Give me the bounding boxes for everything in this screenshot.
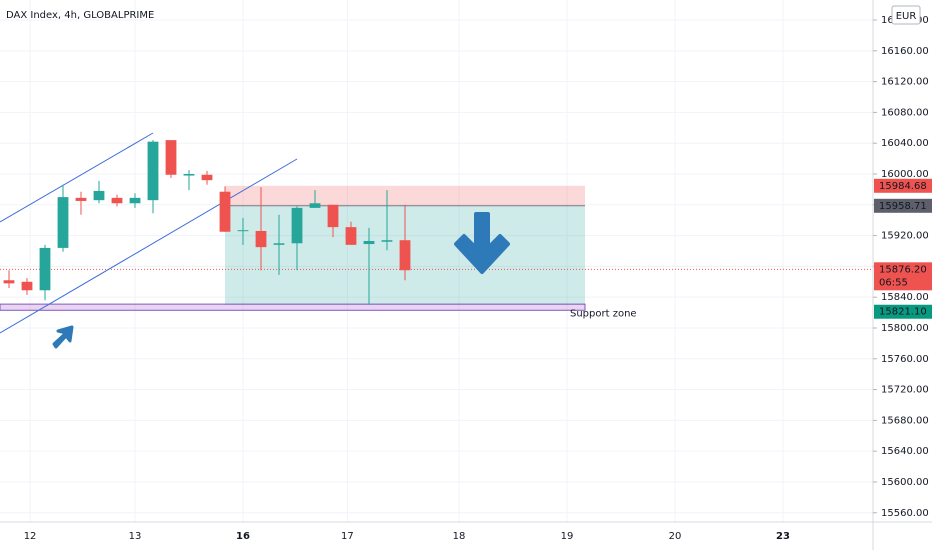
candle-body bbox=[255, 230, 267, 248]
candle-body bbox=[363, 240, 375, 245]
candle-body bbox=[237, 230, 249, 232]
candle-body bbox=[75, 197, 87, 201]
support-zone bbox=[0, 303, 586, 311]
price-label-box bbox=[874, 304, 932, 319]
y-tick-label: 16120.00 bbox=[881, 77, 929, 88]
x-tick-label: 16 bbox=[236, 531, 250, 542]
countdown: 06:55 bbox=[879, 277, 908, 288]
channel-line bbox=[0, 132, 154, 223]
candle-body bbox=[93, 190, 105, 201]
grid bbox=[0, 0, 873, 522]
y-tick-label: 15600.00 bbox=[881, 477, 929, 488]
overlays: Support zone bbox=[0, 185, 873, 319]
y-tick-label: 15920.00 bbox=[881, 231, 929, 242]
candle-body bbox=[399, 240, 411, 271]
x-tick-label: 18 bbox=[453, 531, 466, 542]
x-tick-label: 23 bbox=[776, 531, 790, 542]
candle-body bbox=[381, 240, 393, 242]
down-arrow bbox=[454, 212, 510, 274]
candle-body bbox=[327, 204, 339, 228]
y-tick-label: 15800.00 bbox=[881, 323, 929, 334]
currency-box bbox=[891, 5, 921, 25]
x-tick-label: 17 bbox=[341, 531, 354, 542]
candle-body bbox=[309, 203, 321, 208]
candle-body bbox=[129, 197, 141, 204]
x-tick-label: 19 bbox=[561, 531, 574, 542]
candle-body bbox=[111, 197, 123, 204]
y-tick-label: 15680.00 bbox=[881, 415, 929, 426]
candle-body bbox=[3, 280, 15, 284]
price-label: 15984.68 bbox=[879, 181, 927, 192]
x-tick-label: 12 bbox=[24, 531, 37, 542]
price-label-box bbox=[874, 198, 932, 213]
candle-body bbox=[291, 207, 303, 244]
candle-body bbox=[165, 140, 177, 175]
price-label: 15958.71 bbox=[879, 201, 927, 212]
candle-body bbox=[273, 243, 285, 245]
candle-body bbox=[201, 174, 213, 181]
y-tick-label: 16080.00 bbox=[881, 107, 929, 118]
candle-body bbox=[183, 174, 195, 176]
candle-body bbox=[21, 281, 33, 291]
y-tick-label: 15560.00 bbox=[881, 508, 929, 519]
currency: EUR bbox=[896, 11, 917, 22]
y-tick-label: 15760.00 bbox=[881, 354, 929, 365]
candle-body bbox=[345, 227, 357, 245]
chart-title: DAX Index, 4h, GLOBALPRIME bbox=[6, 10, 154, 21]
y-tick-label: 15840.00 bbox=[881, 292, 929, 303]
channel-line bbox=[0, 158, 298, 334]
y-tick-label: 16040.00 bbox=[881, 138, 929, 149]
y-tick-label: 16160.00 bbox=[881, 46, 929, 57]
candle-body bbox=[219, 191, 231, 232]
price-label: 15876.20 bbox=[879, 264, 927, 275]
candles bbox=[3, 140, 411, 305]
x-tick-label: 20 bbox=[669, 531, 682, 542]
price-label-box bbox=[874, 262, 932, 291]
stop-zone bbox=[225, 185, 585, 206]
price-label: 15821.10 bbox=[879, 307, 927, 318]
price-label-box bbox=[874, 178, 932, 193]
support-zone-label: Support zone bbox=[570, 308, 637, 319]
y-tick-label: 15720.00 bbox=[881, 385, 929, 396]
candle-body bbox=[57, 197, 69, 248]
up-arrow bbox=[52, 325, 74, 349]
candle-body bbox=[147, 141, 159, 201]
y-tick-label: 16000.00 bbox=[881, 169, 929, 180]
y-tick-label: 15640.00 bbox=[881, 446, 929, 457]
axis-labels: 15560.00 15600.00 15640.00 15680.00 15720.00… bbox=[24, 15, 932, 542]
candle-body bbox=[39, 247, 51, 291]
x-tick-label: 13 bbox=[129, 531, 142, 542]
